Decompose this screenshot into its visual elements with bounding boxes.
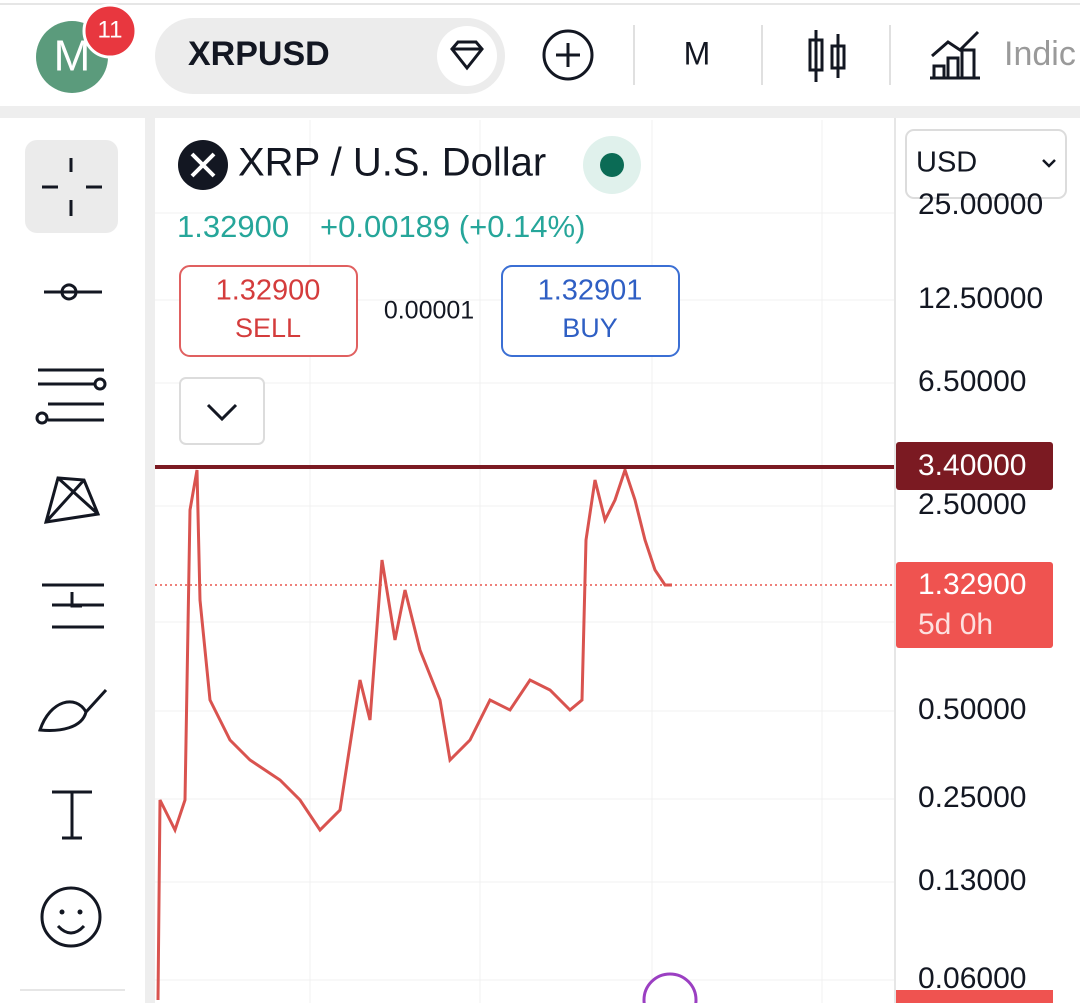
diamond-icon — [450, 40, 484, 71]
price-tick: 25.00000 — [918, 188, 1043, 221]
symbol-search[interactable] — [155, 18, 505, 94]
brush-tool[interactable] — [37, 688, 108, 732]
prediction-tool[interactable] — [42, 583, 104, 629]
bar-countdown: 5d 0h — [918, 608, 993, 641]
plus-icon — [556, 43, 580, 67]
interval-button[interactable]: M — [684, 35, 711, 71]
currency: USD — [916, 147, 977, 179]
pattern-tool[interactable] — [43, 476, 101, 524]
crosshair-icon — [42, 158, 102, 216]
price-tick: 2.50000 — [918, 488, 1026, 521]
collapse-button[interactable] — [179, 377, 265, 445]
spread: 0.00001 — [384, 297, 474, 325]
last-price-label — [896, 562, 1053, 648]
symbol: XRPUSD — [188, 35, 330, 73]
text-tool[interactable] — [52, 790, 92, 840]
buy-button[interactable] — [501, 265, 680, 357]
buy-price: 1.32901 — [538, 275, 643, 307]
price-tick: 0.50000 — [918, 693, 1026, 726]
price-tick: 6.50000 — [918, 365, 1026, 398]
top-bar-divider — [0, 106, 1080, 118]
axis-last-price: 1.32900 — [918, 568, 1026, 601]
diamond-button[interactable] — [437, 26, 497, 86]
line-price: 3.40000 — [918, 449, 1026, 482]
currency-select[interactable] — [905, 129, 1067, 199]
instrument-name: XRP / U.S. Dollar — [238, 141, 546, 185]
price-tick: 12.50000 — [918, 282, 1043, 315]
sell-button[interactable] — [179, 265, 358, 357]
indicators-icon[interactable] — [930, 30, 980, 80]
chart-type-button[interactable] — [808, 30, 846, 82]
chart-grid — [155, 120, 895, 1003]
line-price-label — [896, 442, 1053, 490]
emoji-eye — [77, 909, 83, 915]
badge-count: 11 — [98, 16, 123, 43]
price-tick: 0.06000 — [918, 962, 1026, 995]
indicators-label[interactable]: Indic — [1004, 35, 1076, 73]
dropdown-icon — [1042, 159, 1056, 168]
fib-tool[interactable] — [38, 368, 104, 422]
sell-label: SELL — [235, 313, 301, 343]
emoji-tool[interactable] — [40, 886, 102, 948]
xrp-logo-mark — [190, 152, 216, 178]
axis-marker — [896, 990, 1053, 1003]
market-status-dot — [600, 153, 624, 177]
price-axis — [895, 118, 1080, 1003]
event-marker[interactable] — [642, 972, 698, 1003]
notification-badge[interactable] — [82, 3, 138, 59]
price-change: +0.00189 (+0.14%) — [320, 209, 585, 244]
trend-line-tool[interactable] — [44, 283, 102, 301]
drawing-toolbar — [0, 118, 145, 1003]
crosshair-tool[interactable] — [25, 140, 118, 233]
emoji-eye — [59, 909, 65, 915]
chevron-icon — [206, 403, 238, 422]
price-series — [156, 465, 672, 1001]
toolbar-divider — [145, 118, 155, 1003]
buy-label: BUY — [562, 313, 618, 343]
price-tick: 0.13000 — [918, 864, 1026, 897]
add-symbol-button[interactable] — [542, 29, 594, 81]
price-tick: 0.25000 — [918, 781, 1026, 814]
last-price: 1.32900 — [177, 209, 289, 244]
sell-price: 1.32900 — [216, 275, 321, 307]
